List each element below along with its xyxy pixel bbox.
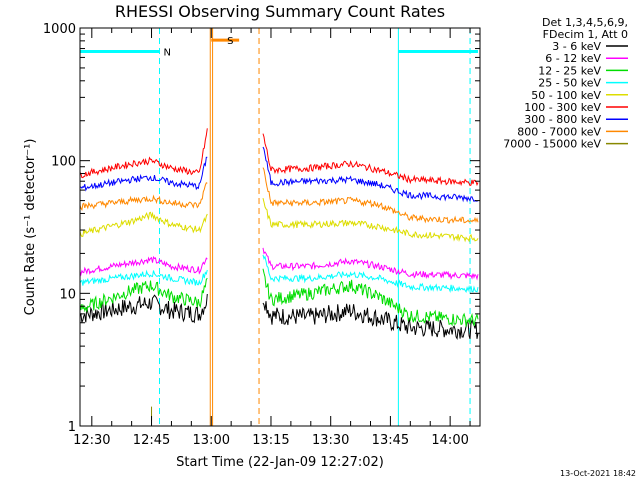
legend-label-6: 300 - 800 keV [524, 113, 601, 126]
x-axis-label: Start Time (22-Jan-09 12:27:02) [176, 455, 384, 470]
y-tick-label-1: 10 [59, 287, 76, 302]
series-line-7 [79, 167, 479, 224]
series-line-2 [79, 268, 479, 327]
series-line-1 [79, 247, 479, 281]
legend: Det 1,3,4,5,6,9,FDecim 1, Att 03 - 6 keV… [503, 16, 628, 151]
legend-header-1: FDecim 1, Att 0 [543, 28, 628, 41]
y-tick-label-0: 1 [68, 420, 76, 435]
legend-label-1: 6 - 12 keV [545, 52, 601, 65]
x-tick-label-3: 13:15 [252, 433, 289, 448]
legend-label-2: 12 - 25 keV [538, 64, 601, 77]
series-line-0 [79, 293, 479, 341]
y-axis-label: Count Rate (s⁻¹ detector⁻¹) [23, 139, 38, 316]
legend-label-3: 25 - 50 keV [538, 77, 601, 90]
x-tick-label-6: 14:00 [431, 433, 468, 448]
legend-header-0: Det 1,3,4,5,6,9, [542, 16, 628, 29]
legend-label-5: 100 - 300 keV [524, 101, 601, 114]
legend-label-0: 3 - 6 keV [552, 40, 601, 53]
series-line-5 [79, 128, 479, 187]
series-line-3 [79, 254, 479, 294]
flag-label-S: S [227, 36, 233, 47]
chart-title: RHESSI Observing Summary Count Rates [115, 2, 445, 21]
x-tick-label-2: 13:00 [193, 433, 230, 448]
x-tick-label-0: 12:30 [73, 433, 110, 448]
axes: 1 10 100 1000 12:30 12:45 13:00 13:15 13:30 13:45… [43, 22, 480, 448]
legend-label-4: 50 - 100 keV [531, 89, 601, 102]
x-tick-label-1: 12:45 [133, 433, 170, 448]
legend-label-8: 7000 - 15000 keV [503, 138, 601, 151]
timestamp: 13-Oct-2021 18:42 [560, 469, 636, 478]
plot-area: NS [79, 28, 479, 426]
y-tick-label-2: 100 [51, 155, 76, 170]
y-tick-label-3: 1000 [43, 22, 76, 37]
series-line-6 [79, 146, 479, 203]
series-line-4 [79, 197, 479, 243]
x-tick-label-4: 13:30 [312, 433, 349, 448]
x-tick-label-5: 13:45 [372, 433, 409, 448]
legend-label-7: 800 - 7000 keV [517, 125, 601, 138]
plot-frame [79, 27, 481, 427]
flag-label-N: N [163, 48, 170, 59]
